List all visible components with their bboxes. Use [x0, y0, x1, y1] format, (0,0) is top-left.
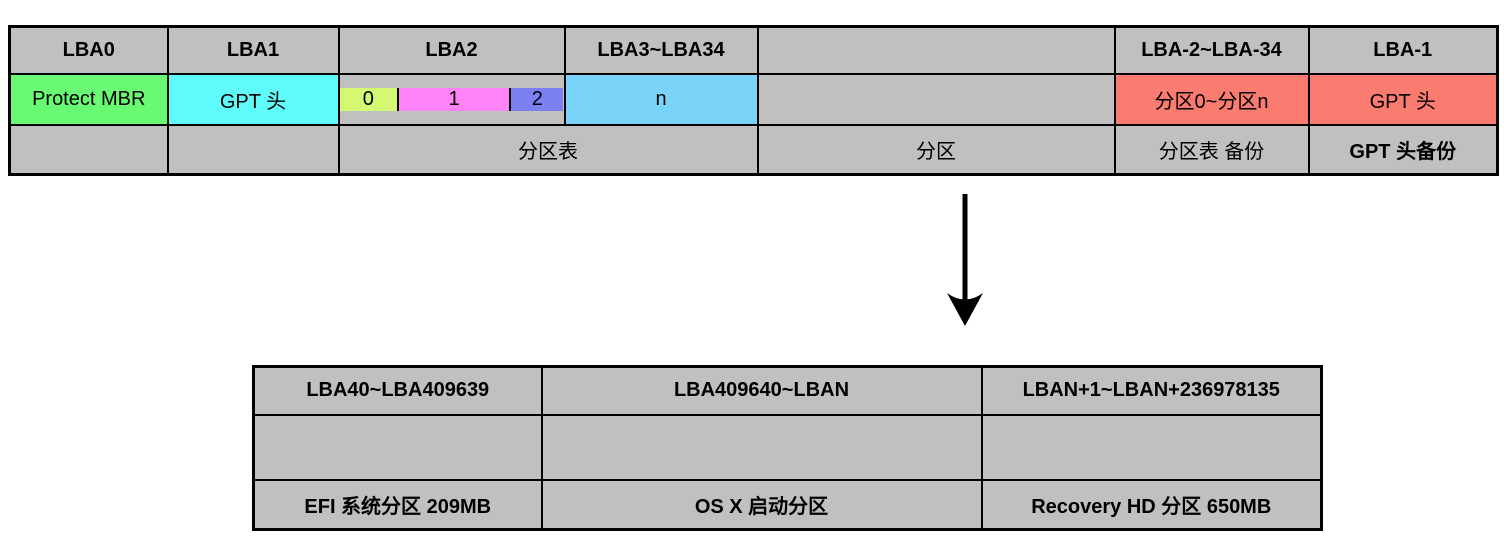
top-color-row: Protect MBR GPT 头 0 1 2 n 分区0~分区n GPT 头: [8, 72, 1499, 126]
header-data-area: [756, 25, 1116, 75]
header-lba0: LBA0: [8, 25, 169, 75]
label-empty-lba1: [166, 123, 340, 176]
cell-entry-2: 2: [509, 87, 563, 111]
cell-entry-0: 0: [340, 87, 398, 111]
top-label-row: 分区表 分区 分区表 备份 GPT 头备份: [8, 123, 1499, 176]
bottom-color-row: [252, 413, 1323, 481]
label-partition: 分区: [756, 123, 1116, 176]
header-efi-range: LBA40~LBA409639: [252, 365, 543, 416]
label-recovery-partition: Recovery HD 分区 650MB: [980, 478, 1323, 531]
header-lba2: LBA2: [337, 25, 566, 75]
label-osx-partition: OS X 启动分区: [540, 478, 983, 531]
bottom-label-row: EFI 系统分区 209MB OS X 启动分区 Recovery HD 分区 …: [252, 478, 1323, 531]
cell-osx-partition: [540, 413, 983, 481]
top-header-row: LBA0 LBA1 LBA2 LBA3~LBA34 LBA-2~LBA-34 L…: [8, 25, 1499, 75]
header-lba-2-lba-34: LBA-2~LBA-34: [1113, 25, 1310, 75]
label-partition-table-backup: 分区表 备份: [1113, 123, 1310, 176]
label-partition-table: 分区表: [337, 123, 759, 176]
header-lba1: LBA1: [166, 25, 340, 75]
label-empty-lba0: [8, 123, 169, 176]
header-lba3-lba34: LBA3~LBA34: [563, 25, 759, 75]
header-recovery-range: LBAN+1~LBAN+236978135: [980, 365, 1323, 416]
partitions-table: LBA40~LBA409639 LBA409640~LBAN LBAN+1~LB…: [252, 365, 1323, 531]
header-osx-range: LBA409640~LBAN: [540, 365, 983, 416]
cell-efi-partition: [252, 413, 543, 481]
cell-gpt-header: GPT 头: [166, 72, 340, 126]
down-arrow-icon: [947, 194, 983, 326]
cell-partitions-backup: 分区0~分区n: [1113, 72, 1310, 126]
cell-protect-mbr: Protect MBR: [8, 72, 169, 126]
cell-entries-0-2: 0 1 2: [337, 72, 566, 126]
cell-entry-n: n: [563, 72, 759, 126]
header-lba-1: LBA-1: [1307, 25, 1499, 75]
cell-gpt-header-copy: GPT 头: [1307, 72, 1499, 126]
cell-entry-1: 1: [397, 87, 510, 111]
label-efi-partition: EFI 系统分区 209MB: [252, 478, 543, 531]
gpt-layout-table: LBA0 LBA1 LBA2 LBA3~LBA34 LBA-2~LBA-34 L…: [8, 25, 1499, 176]
cell-partitions-area: [756, 72, 1116, 126]
label-gpt-header-backup: GPT 头备份: [1307, 123, 1499, 176]
bottom-header-row: LBA40~LBA409639 LBA409640~LBAN LBAN+1~LB…: [252, 365, 1323, 416]
cell-recovery-partition: [980, 413, 1323, 481]
